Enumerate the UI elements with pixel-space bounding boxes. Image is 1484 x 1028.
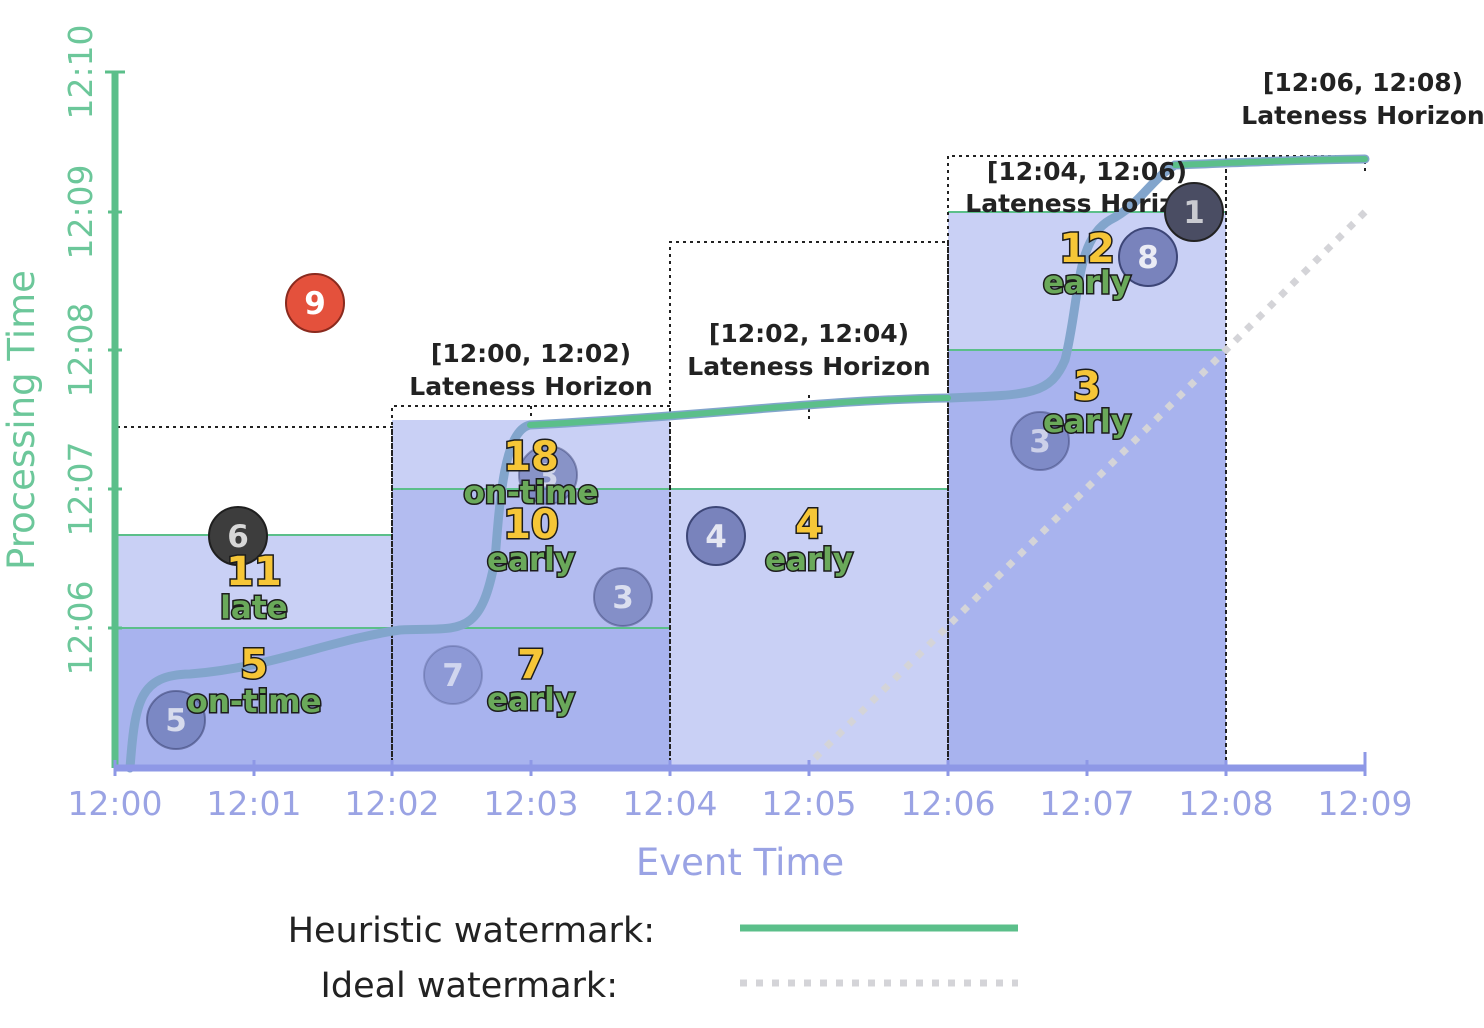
y-tick-label: 12:10 (61, 24, 100, 119)
heuristic-watermark-line (527, 156, 1368, 428)
horizon-title-label: Lateness Horizon (687, 352, 930, 381)
data-point-label: 4 (705, 519, 727, 555)
horizon-range-label: [12:02, 12:04) (709, 319, 909, 348)
x-axis-title: Event Time (636, 841, 844, 884)
data-point-label: 3 (537, 458, 559, 494)
x-tick-label: 12:06 (900, 784, 995, 823)
window-2-pane-dark (392, 628, 670, 768)
y-tick-labels: 12:06 12:07 12:08 12:09 12:10 (61, 24, 100, 675)
legend-heuristic-label: Heuristic watermark: (288, 911, 655, 951)
ideal-watermark-line (812, 209, 1368, 761)
x-tick-label: 12:07 (1039, 784, 1134, 823)
horizon-box-3 (669, 241, 949, 768)
y-tick-label: 12:08 (61, 302, 100, 397)
data-point-label: 3 (612, 580, 634, 616)
data-point-label: 8 (1137, 240, 1159, 276)
heuristic-watermark (125, 154, 1370, 773)
x-tick-label: 12:05 (761, 784, 856, 823)
y-axis-ticks (105, 70, 125, 630)
data-point-label: 9 (304, 286, 326, 322)
horizon-box-2 (391, 405, 671, 768)
y-tick-label: 12:06 (61, 580, 100, 675)
pane-result-tag: late (220, 590, 287, 626)
data-point-label: 3 (1029, 424, 1051, 460)
pane-result-value: 10 (503, 502, 559, 548)
horizon-box-4 (947, 155, 1227, 768)
pane-result-tag: on-time (463, 475, 598, 511)
pane-result-value: 12 (1059, 226, 1115, 272)
data-point: 1 (1164, 182, 1224, 242)
legend: Heuristic watermark: Ideal watermark: (288, 911, 1018, 1006)
data-point: 4 (686, 506, 746, 566)
horizon-range-label: [12:00, 12:02) (431, 339, 631, 368)
pane-result-value: 3 (1073, 364, 1101, 410)
pane-result-value: 11 (226, 549, 282, 595)
horizon-range-label: [12:06, 12:08) (1263, 68, 1463, 97)
data-point-label: 1 (1183, 195, 1205, 231)
pane-result-tag: early (487, 682, 575, 718)
horizon-range-label: [12:04, 12:06) (987, 157, 1187, 186)
horizon-labels: [12:00, 12:02) Lateness Horizon [12:02, … (409, 68, 1484, 401)
pane-result-tag: early (1043, 265, 1131, 301)
x-tick-label: 12:03 (483, 784, 578, 823)
data-point-label: 7 (442, 658, 464, 694)
data-point: 9 (285, 273, 345, 333)
data-point: 3 (518, 445, 578, 505)
data-point: 6 (208, 506, 268, 566)
x-tick-label: 12:08 (1178, 784, 1273, 823)
x-tick-label: 12:02 (344, 784, 439, 823)
axes (105, 70, 1367, 776)
pane-results: 5 on-time 11 late 7 early 10 early 18 on… (185, 225, 1133, 722)
data-point: 3 (593, 567, 653, 627)
pane-result-tag: early (487, 542, 575, 578)
data-points: 5 6 9 7 3 3 4 3 (146, 182, 1224, 750)
x-tick-labels: 12:00 12:01 12:02 12:03 12:04 12:05 12:0… (67, 784, 1412, 823)
x-tick-label: 12:04 (622, 784, 717, 823)
pane-result-value: 7 (517, 642, 545, 688)
horizon-title-label: Lateness Horizon (409, 372, 652, 401)
pane-result-tag: early (765, 542, 853, 578)
data-point: 8 (1118, 227, 1178, 287)
y-axis-title: Processing Time (0, 270, 43, 570)
x-tick-label: 12:01 (206, 784, 301, 823)
x-axis-ticks (113, 752, 1367, 776)
horizon-title-label: Lateness Horizon (1241, 101, 1484, 130)
data-point: 3 (1010, 411, 1070, 471)
x-tick-label: 12:09 (1317, 784, 1412, 823)
x-tick-label: 12:00 (67, 784, 162, 823)
pane-result-tag: on-time (186, 684, 321, 720)
data-point: 5 (146, 690, 206, 750)
legend-ideal-label: Ideal watermark: (321, 966, 618, 1006)
y-tick-label: 12:07 (61, 441, 100, 536)
pane-result-value: 18 (503, 434, 559, 480)
pane-result-value: 5 (240, 642, 268, 688)
y-tick-label: 12:09 (61, 164, 100, 259)
window-panes (115, 212, 1226, 768)
data-point: 7 (423, 645, 483, 705)
pane-result-value: 4 (795, 502, 823, 548)
data-point-label: 6 (227, 519, 249, 555)
pane-result-tag: early (1043, 404, 1131, 440)
window-4-pane-dark (948, 350, 1226, 768)
horizon-box-5 (1225, 155, 1366, 768)
data-point-label: 5 (165, 703, 187, 739)
